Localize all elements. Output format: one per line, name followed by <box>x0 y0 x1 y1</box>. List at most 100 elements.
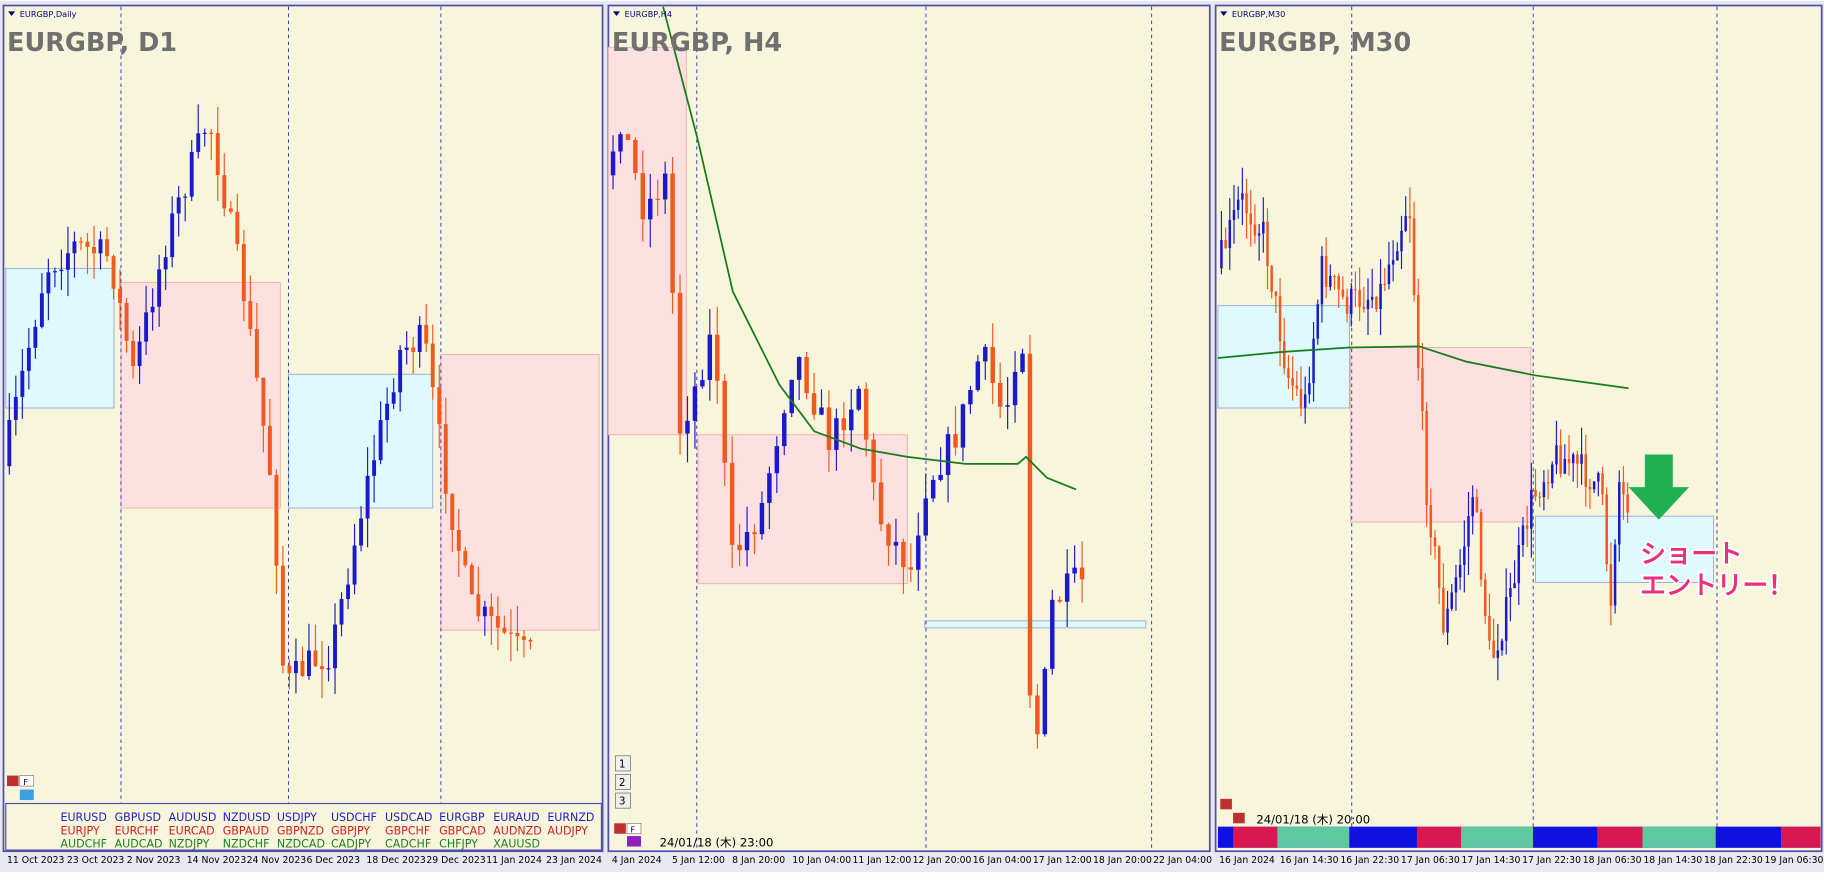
close-button[interactable] <box>1233 812 1245 824</box>
candle-body <box>789 379 794 414</box>
candle-body <box>1220 239 1223 269</box>
symbol-button[interactable]: GBPNZD <box>277 824 324 837</box>
candle-body <box>1525 525 1529 529</box>
date-label: 11 Jan 2024 <box>486 855 542 866</box>
collapse-icon <box>613 11 621 16</box>
close-button[interactable] <box>6 775 19 787</box>
symbol-button[interactable]: EURUSD <box>60 811 106 824</box>
symbol-button[interactable]: GBPUSD <box>115 811 161 824</box>
candle-body <box>157 269 162 307</box>
candle-body <box>521 636 526 640</box>
symbol-button[interactable]: NZDCAD <box>277 838 325 851</box>
candle-body <box>1592 481 1596 490</box>
timestamp: 24/01/18 (木) 20:00 <box>1256 812 1370 826</box>
symbol-button[interactable]: CADCHF <box>385 838 431 851</box>
symbol-button[interactable]: GBPCAD <box>439 824 486 837</box>
candle-body <box>1349 288 1353 314</box>
candle-body <box>443 424 448 494</box>
number-button[interactable] <box>615 755 631 772</box>
symbol-button[interactable]: CADJPY <box>331 838 371 851</box>
candle-body <box>417 324 422 352</box>
candle-body <box>1626 494 1629 513</box>
symbol-button[interactable]: AUDUSD <box>169 811 217 824</box>
symbol-button[interactable]: EURGBP <box>439 811 485 824</box>
candle-body <box>1027 353 1033 696</box>
candle-body <box>346 584 351 600</box>
purple-button[interactable] <box>627 836 641 847</box>
zone-box <box>924 620 1147 629</box>
candle-body <box>469 565 474 595</box>
candle-body <box>1492 640 1495 658</box>
candle-body <box>1383 283 1387 286</box>
number-button-label: 2 <box>619 777 626 789</box>
symbol-button[interactable]: EURJPY <box>60 824 99 837</box>
candle-body <box>811 393 817 415</box>
symbol-button[interactable]: AUDCAD <box>115 838 163 851</box>
candle-body <box>150 306 155 313</box>
number-button[interactable] <box>615 774 631 790</box>
close-button[interactable] <box>1220 798 1232 810</box>
candle-body <box>685 420 690 434</box>
candle-body <box>1555 445 1558 465</box>
symbol-button[interactable]: NZDJPY <box>169 838 210 851</box>
symbol-button[interactable]: GBPAUD <box>223 824 269 837</box>
candle-body <box>1282 341 1286 369</box>
candle-body <box>307 650 311 677</box>
date-label: 14 Nov 2023 <box>187 855 247 866</box>
candle-body <box>241 244 246 302</box>
timestamp: 24/01/18 (木) 23:00 <box>660 836 774 850</box>
symbol-button[interactable]: AUDJPY <box>547 824 588 837</box>
f-button[interactable] <box>626 822 642 835</box>
symbol-button[interactable]: AUDCHF <box>60 838 107 851</box>
symbol-button[interactable]: EURNZD <box>547 811 594 824</box>
chart-title: EURGBP, M30 <box>1219 28 1411 58</box>
symbol-button[interactable]: CHFJPY <box>439 838 478 851</box>
number-button[interactable] <box>615 792 631 809</box>
symbol-label: EURGBP,Daily <box>20 9 77 19</box>
candle-body <box>1295 385 1299 389</box>
close-button[interactable] <box>614 823 626 834</box>
candle-body <box>1412 218 1416 296</box>
candle-body <box>1471 497 1474 517</box>
candle-body <box>267 425 272 475</box>
symbol-button[interactable]: USDCHF <box>331 811 377 824</box>
candle-body <box>1020 353 1025 372</box>
candle-body <box>131 341 136 367</box>
candle-body <box>953 434 958 448</box>
symbol-button[interactable]: EURAUD <box>493 811 539 824</box>
candle-body <box>796 357 802 380</box>
candle-body <box>313 650 318 667</box>
date-label: 8 Jan 20:00 <box>732 855 785 866</box>
symbol-button[interactable]: EURCHF <box>115 824 160 837</box>
symbol-button[interactable]: GBPJPY <box>331 824 370 837</box>
date-label: 23 Oct 2023 <box>67 855 125 866</box>
candle-body <box>1530 489 1533 529</box>
symbol-button[interactable]: EURCAD <box>169 824 215 837</box>
candle-body <box>404 347 409 350</box>
symbol-button[interactable]: GBPCHF <box>385 824 430 837</box>
symbol-button[interactable]: NZDUSD <box>223 811 271 824</box>
date-label: 19 Jan 06:30 <box>1765 855 1824 866</box>
candle-body <box>1316 304 1320 339</box>
candle-body <box>1253 224 1257 236</box>
candle-body <box>1496 650 1500 658</box>
blue-button[interactable] <box>19 789 34 801</box>
candle-body <box>65 253 70 270</box>
session-segment <box>1597 826 1643 848</box>
f-button[interactable] <box>19 775 35 787</box>
candle-body <box>287 665 292 674</box>
symbol-button[interactable]: NZDCHF <box>223 838 270 851</box>
candle-body <box>1513 583 1516 589</box>
session-segment <box>1349 826 1417 848</box>
candle-body <box>235 211 240 245</box>
symbol-button[interactable]: AUDNZD <box>493 824 541 837</box>
symbol-button[interactable]: XAUUSD <box>493 838 540 851</box>
candle-body <box>118 288 123 303</box>
candle-body <box>1475 497 1479 513</box>
candle-body <box>1035 695 1040 735</box>
symbol-button[interactable]: USDCAD <box>385 811 432 824</box>
date-label: 16 Jan 14:30 <box>1280 855 1339 866</box>
candle-body <box>945 434 951 475</box>
candle-body <box>1484 579 1487 616</box>
symbol-button[interactable]: USDJPY <box>277 811 317 824</box>
